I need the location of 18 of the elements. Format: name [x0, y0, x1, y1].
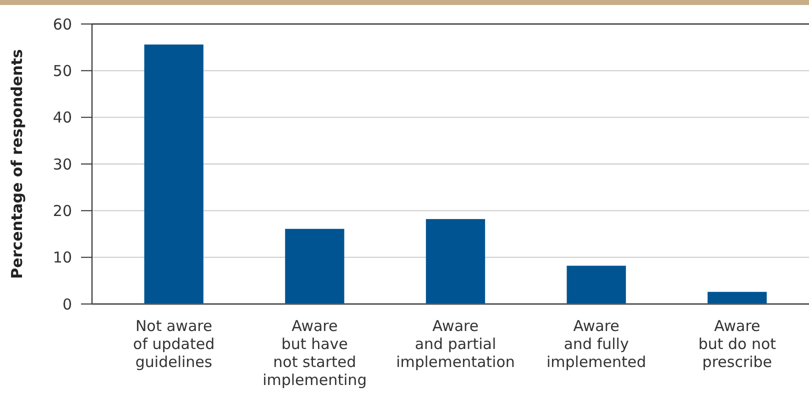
y-tick-label: 0 — [62, 295, 72, 314]
x-tick-label: Aware and partial implementation — [396, 317, 515, 371]
y-tick-label: 60 — [52, 15, 72, 34]
x-tick-label: Aware but do not prescribe — [698, 317, 776, 371]
bar — [566, 266, 626, 304]
x-tick-label: Not aware of updated guidelines — [133, 317, 215, 371]
x-tick-label: Aware and fully implemented — [546, 317, 646, 371]
y-tick-label: 20 — [52, 202, 72, 220]
y-tick-label: 10 — [52, 248, 72, 267]
y-axis-title: Percentage of respondents — [8, 49, 26, 279]
x-tick-label: Aware but have not started implementing — [262, 317, 367, 389]
bar — [285, 228, 344, 304]
bar — [708, 292, 767, 304]
y-tick-label: 30 — [52, 155, 72, 174]
y-tick-label: 40 — [52, 108, 72, 127]
y-tick-label: 50 — [52, 62, 72, 80]
bar — [144, 44, 204, 304]
bar — [426, 219, 486, 304]
